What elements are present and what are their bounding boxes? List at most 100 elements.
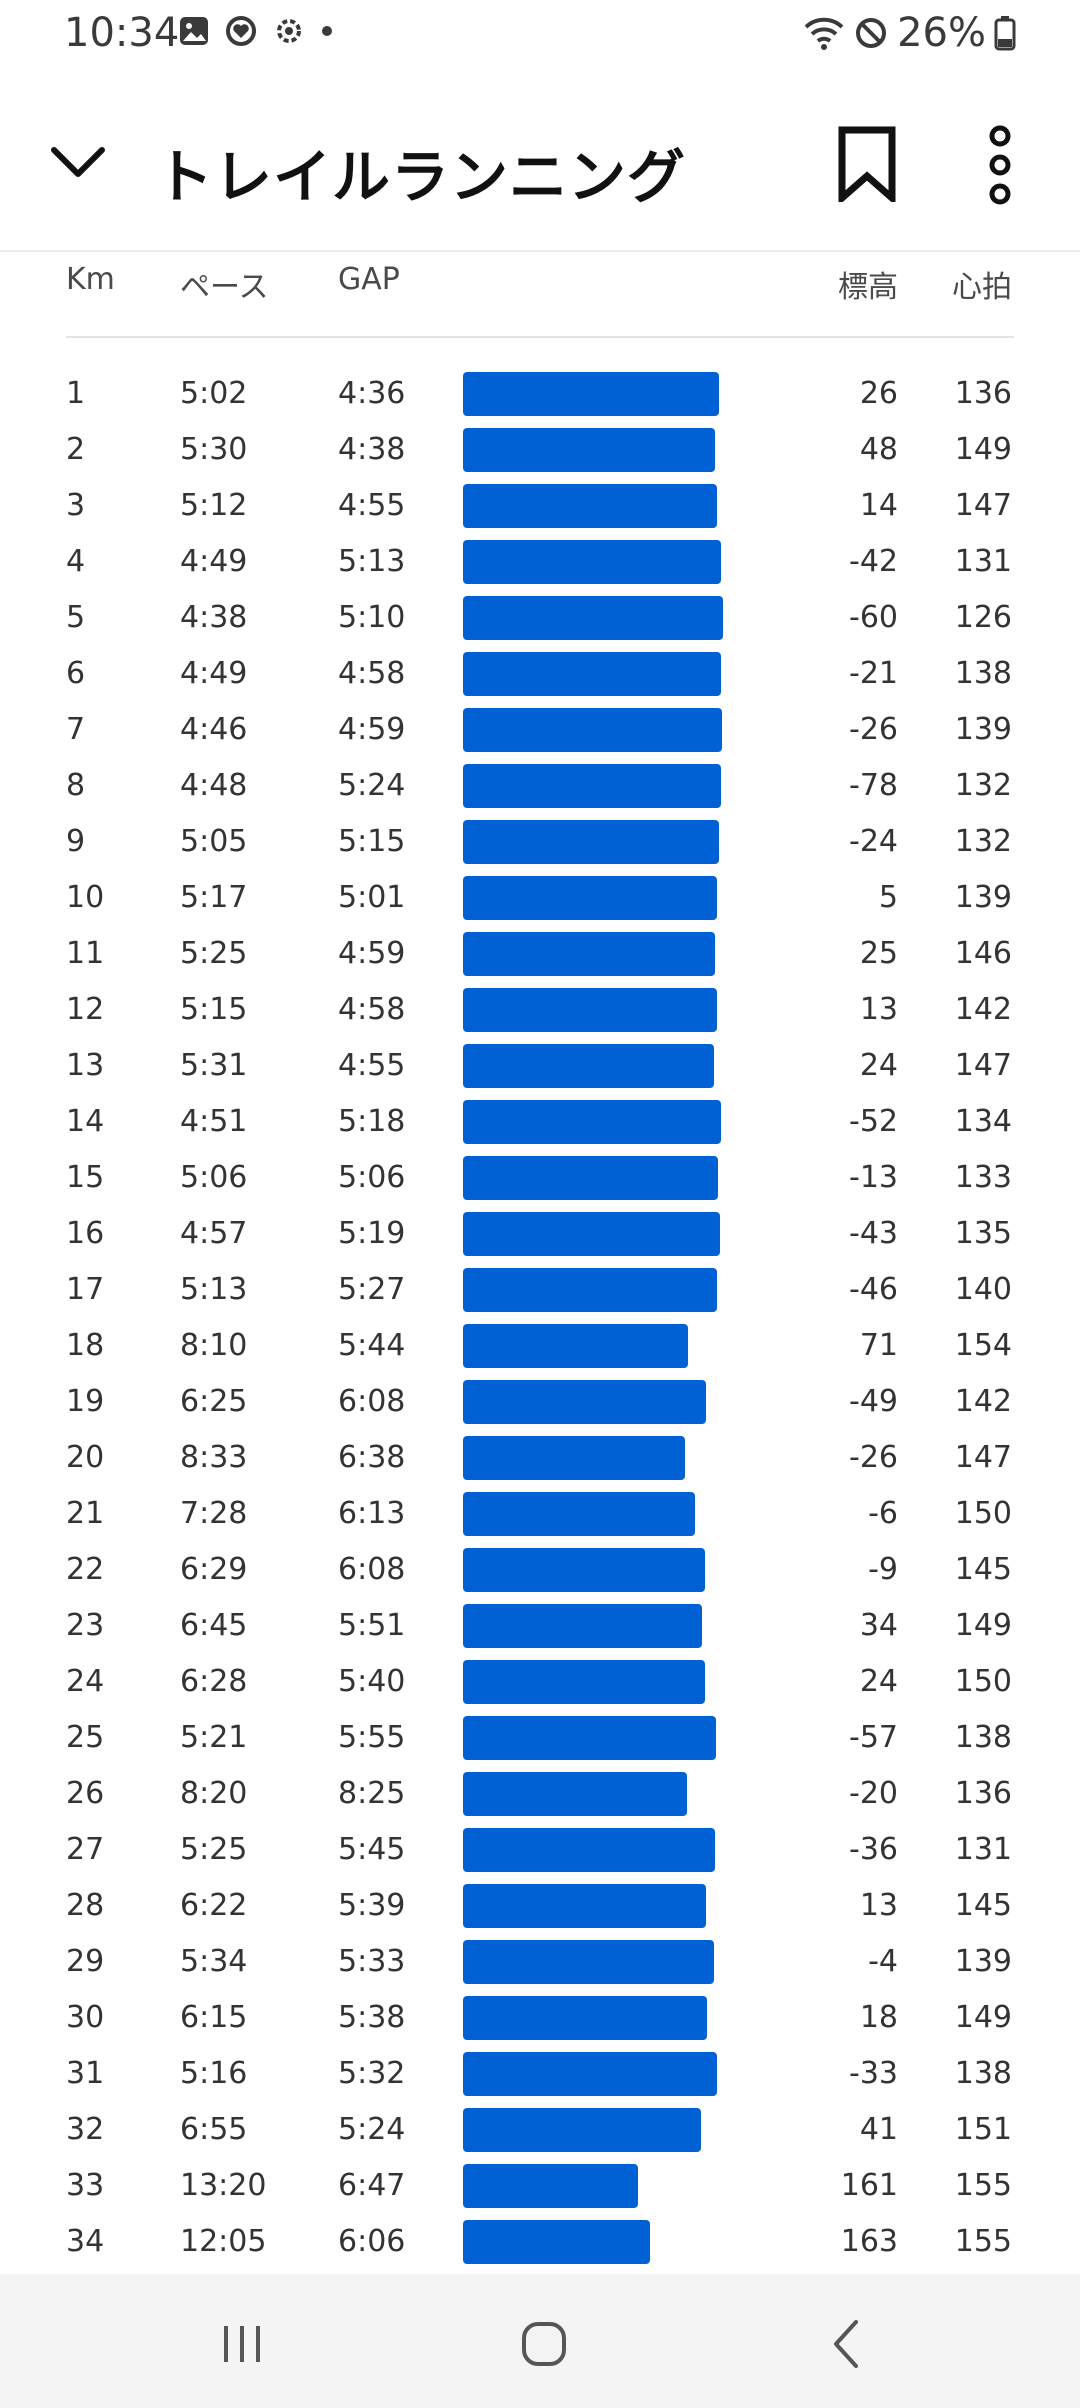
- split-row: 6 4:49 4:58 -21 138: [0, 650, 1080, 706]
- split-pace: 6:28: [180, 1664, 248, 1699]
- split-pace: 7:28: [180, 1496, 248, 1531]
- header-heart-rate: 心拍: [952, 270, 1012, 305]
- header-km: Km: [66, 262, 115, 297]
- split-elevation: 163: [840, 2224, 898, 2259]
- split-elevation: -6: [868, 1496, 898, 1531]
- split-km: 6: [66, 656, 86, 691]
- pace-bar: [463, 1884, 706, 1928]
- splits-header: Km ペース GAP 標高 心拍: [0, 262, 1080, 322]
- split-gap: 5:18: [338, 1104, 406, 1139]
- split-row: 31 5:16 5:32 -33 138: [0, 2050, 1080, 2106]
- split-gap: 5:39: [338, 1888, 406, 1923]
- split-row: 15 5:06 5:06 -13 133: [0, 1154, 1080, 1210]
- split-row: 27 5:25 5:45 -36 131: [0, 1826, 1080, 1882]
- split-heart-rate: 142: [954, 1384, 1012, 1419]
- split-pace: 5:06: [180, 1160, 248, 1195]
- recent-apps-icon[interactable]: [212, 2314, 272, 2374]
- pace-bar: [463, 1660, 705, 1704]
- pace-bar: [463, 1492, 695, 1536]
- split-row: 5 4:38 5:10 -60 126: [0, 594, 1080, 650]
- split-row: 21 7:28 6:13 -6 150: [0, 1490, 1080, 1546]
- split-elevation: -20: [849, 1776, 898, 1811]
- pace-bar: [463, 1940, 714, 1984]
- split-elevation: 14: [859, 488, 898, 523]
- split-gap: 4:58: [338, 992, 406, 1027]
- split-km: 28: [66, 1888, 105, 1923]
- split-pace: 4:38: [180, 600, 248, 635]
- pace-bar: [463, 652, 721, 696]
- split-km: 20: [66, 1440, 105, 1475]
- split-elevation: 41: [859, 2112, 898, 2147]
- split-row: 8 4:48 5:24 -78 132: [0, 762, 1080, 818]
- home-icon[interactable]: [514, 2314, 574, 2374]
- pace-bar: [463, 988, 717, 1032]
- split-pace: 4:46: [180, 712, 248, 747]
- split-pace: 6:55: [180, 2112, 248, 2147]
- pace-bar: [463, 876, 717, 920]
- split-gap: 5:32: [338, 2056, 406, 2091]
- pace-bar: [463, 1212, 720, 1256]
- heart-circle-icon: [226, 16, 256, 46]
- split-row: 3 5:12 4:55 14 147: [0, 482, 1080, 538]
- split-heart-rate: 155: [954, 2168, 1012, 2203]
- split-gap: 5:44: [338, 1328, 406, 1363]
- split-gap: 5:40: [338, 1664, 406, 1699]
- split-km: 18: [66, 1328, 105, 1363]
- split-heart-rate: 147: [954, 1440, 1012, 1475]
- split-km: 31: [66, 2056, 105, 2091]
- split-heart-rate: 131: [954, 1832, 1012, 1867]
- pace-bar: [463, 2164, 638, 2208]
- split-heart-rate: 151: [954, 2112, 1012, 2147]
- split-elevation: 48: [859, 432, 898, 467]
- split-row: 23 6:45 5:51 34 149: [0, 1602, 1080, 1658]
- split-row: 17 5:13 5:27 -46 140: [0, 1266, 1080, 1322]
- split-heart-rate: 138: [954, 656, 1012, 691]
- back-icon[interactable]: [818, 2314, 878, 2374]
- split-pace: 5:30: [180, 432, 248, 467]
- split-km: 7: [66, 712, 86, 747]
- split-pace: 4:49: [180, 544, 248, 579]
- split-km: 4: [66, 544, 86, 579]
- split-pace: 5:16: [180, 2056, 248, 2091]
- split-pace: 13:20: [180, 2168, 267, 2203]
- split-heart-rate: 149: [954, 2000, 1012, 2035]
- split-heart-rate: 136: [954, 376, 1012, 411]
- split-heart-rate: 126: [954, 600, 1012, 635]
- status-icons-right: 26%: [803, 10, 1016, 56]
- more-options-icon[interactable]: [980, 124, 1020, 206]
- split-heart-rate: 139: [954, 1944, 1012, 1979]
- split-pace: 5:15: [180, 992, 248, 1027]
- split-pace: 6:22: [180, 1888, 248, 1923]
- split-gap: 5:45: [338, 1832, 406, 1867]
- chevron-down-icon[interactable]: [46, 130, 110, 194]
- split-gap: 4:38: [338, 432, 406, 467]
- gallery-icon: [180, 17, 208, 45]
- split-heart-rate: 133: [954, 1160, 1012, 1195]
- split-heart-rate: 149: [954, 432, 1012, 467]
- split-km: 23: [66, 1608, 105, 1643]
- split-pace: 5:05: [180, 824, 248, 859]
- split-km: 5: [66, 600, 86, 635]
- split-km: 19: [66, 1384, 105, 1419]
- split-pace: 6:15: [180, 2000, 248, 2035]
- bookmark-icon[interactable]: [836, 126, 898, 202]
- pace-bar: [463, 1044, 714, 1088]
- split-elevation: 161: [840, 2168, 898, 2203]
- split-pace: 6:25: [180, 1384, 248, 1419]
- splits-list: 1 5:02 4:36 26 136 2 5:30 4:38 48 149 3 5:12 4:55 14 1…: [0, 370, 1080, 2274]
- split-pace: 5:13: [180, 1272, 248, 1307]
- do-not-disturb-icon: [856, 18, 887, 48]
- status-bar: 10:34 26%: [0, 0, 1080, 70]
- split-elevation: -24: [849, 824, 898, 859]
- split-heart-rate: 147: [954, 488, 1012, 523]
- dot-icon: [322, 26, 332, 36]
- split-row: 33 13:20 6:47 161 155: [0, 2162, 1080, 2218]
- split-heart-rate: 140: [954, 1272, 1012, 1307]
- split-heart-rate: 139: [954, 880, 1012, 915]
- split-heart-rate: 138: [954, 1720, 1012, 1755]
- split-km: 25: [66, 1720, 105, 1755]
- split-row: 1 5:02 4:36 26 136: [0, 370, 1080, 426]
- split-row: 32 6:55 5:24 41 151: [0, 2106, 1080, 2162]
- split-gap: 5:06: [338, 1160, 406, 1195]
- split-pace: 4:49: [180, 656, 248, 691]
